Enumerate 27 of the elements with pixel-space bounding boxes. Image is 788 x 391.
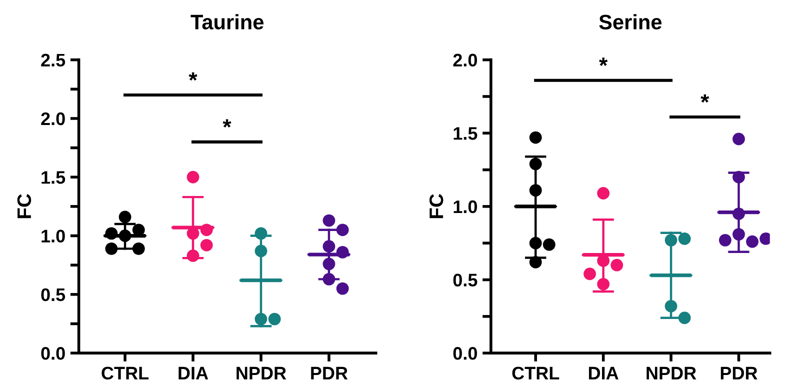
x-tick-label: CTRL bbox=[512, 366, 560, 380]
x-tick-label: DIA bbox=[178, 366, 208, 380]
annotation: * bbox=[188, 72, 198, 81]
x-tick-label: DIA bbox=[588, 366, 618, 380]
y-tick-label: 0.0 bbox=[453, 347, 477, 360]
annotation: * bbox=[700, 94, 710, 103]
x-tick-label: PDR bbox=[311, 366, 348, 380]
y-tick-label: 2.0 bbox=[41, 112, 65, 126]
y-tick-label: 1.5 bbox=[454, 127, 478, 140]
x-tick-label: NPDR bbox=[646, 366, 696, 380]
y-tick-label: 2.0 bbox=[453, 54, 477, 67]
y-tick-label: 1.0 bbox=[42, 230, 65, 242]
annotation: * bbox=[222, 119, 232, 128]
y-tick-label: 0.5 bbox=[41, 288, 66, 302]
chart-title: Taurine bbox=[190, 14, 264, 30]
annotation: * bbox=[599, 58, 608, 66]
x-tick-label: NPDR bbox=[236, 366, 286, 380]
y-tick-label: 1.5 bbox=[42, 171, 66, 184]
chart-title: Serine bbox=[599, 14, 662, 30]
x-tick-label: CTRL bbox=[102, 366, 149, 380]
y-tick-label: 0.0 bbox=[41, 347, 65, 360]
y-tick-label: 2.5 bbox=[41, 54, 66, 67]
y-axis-title: FC bbox=[429, 194, 444, 218]
x-tick-label: PDR bbox=[720, 366, 758, 380]
y-tick-label: 0.5 bbox=[453, 274, 478, 286]
y-tick-label: 1.0 bbox=[454, 200, 477, 214]
y-axis-title: FC bbox=[17, 194, 32, 218]
